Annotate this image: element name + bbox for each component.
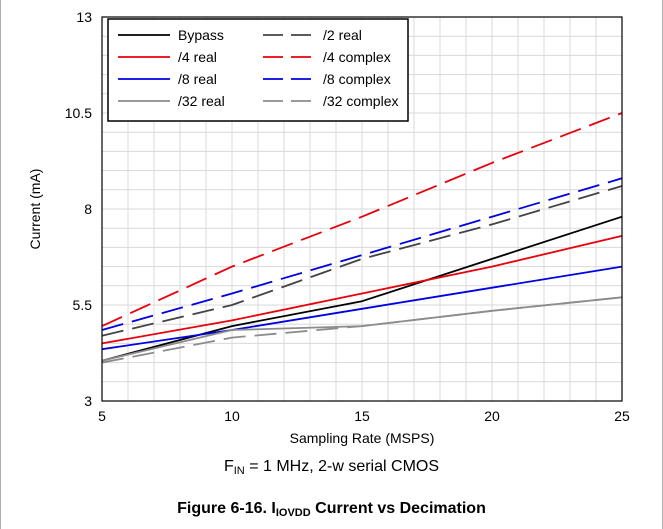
caption-rest: Current vs Decimation [310, 500, 486, 517]
subtitle-subscript: IN [233, 465, 245, 477]
page-border-left [0, 0, 1, 529]
figure-caption: Figure 6-16. IIOVDD Current vs Decimatio… [0, 500, 663, 519]
x-tick-label: 10 [224, 408, 240, 424]
x-tick-label: 25 [614, 408, 630, 424]
y-tick-label: 8 [84, 201, 92, 217]
legend: Bypass/4 real/8 real/32 real/2 real/4 co… [107, 18, 409, 122]
y-tick-label: 13 [76, 9, 92, 25]
plot-lines [101, 112, 623, 364]
legend-label: /8 real [178, 71, 217, 87]
axis-ticks: 5 10 15 20 25 3 5.5 8 10.5 13 [65, 9, 630, 424]
series-line-5 [101, 177, 623, 331]
x-tick-label: 5 [98, 408, 106, 424]
legend-label: /8 complex [323, 71, 391, 87]
series-line-1 [101, 185, 623, 337]
caption-prefix: Figure 6-16. I [177, 500, 276, 517]
series-line-0 [101, 215, 623, 362]
legend-label: /32 real [178, 93, 225, 109]
y-tick-label: 10.5 [65, 105, 92, 121]
chart-subtitle: FIN = 1 MHz, 2-w serial CMOS [0, 458, 663, 477]
caption-subscript: IOVDD [275, 507, 311, 519]
y-tick-label: 5.5 [73, 297, 93, 313]
legend-label: /32 complex [323, 93, 398, 109]
series-line-3 [101, 112, 623, 327]
chart: 5 10 15 20 25 3 5.5 8 10.5 13 Sampling Rate (MSPS… [27, 9, 630, 446]
y-axis-title: Current (mA) [27, 169, 43, 250]
legend-label: /2 real [323, 27, 362, 43]
legend-box [107, 18, 409, 122]
subtitle-rest: = 1 MHz, 2-w serial CMOS [244, 458, 440, 475]
legend-label: /4 real [178, 49, 217, 65]
legend-label: /4 complex [323, 49, 391, 65]
x-tick-label: 15 [354, 408, 370, 424]
y-tick-label: 3 [84, 393, 92, 409]
series-line-2 [101, 235, 623, 345]
legend-label: Bypass [178, 27, 224, 43]
subtitle-main: F [223, 458, 234, 475]
plot-area-border [101, 16, 623, 402]
x-axis-title: Sampling Rate (MSPS) [290, 430, 435, 446]
x-tick-label: 20 [484, 408, 500, 424]
series-line-7 [101, 296, 623, 364]
series-line-4 [101, 265, 623, 351]
